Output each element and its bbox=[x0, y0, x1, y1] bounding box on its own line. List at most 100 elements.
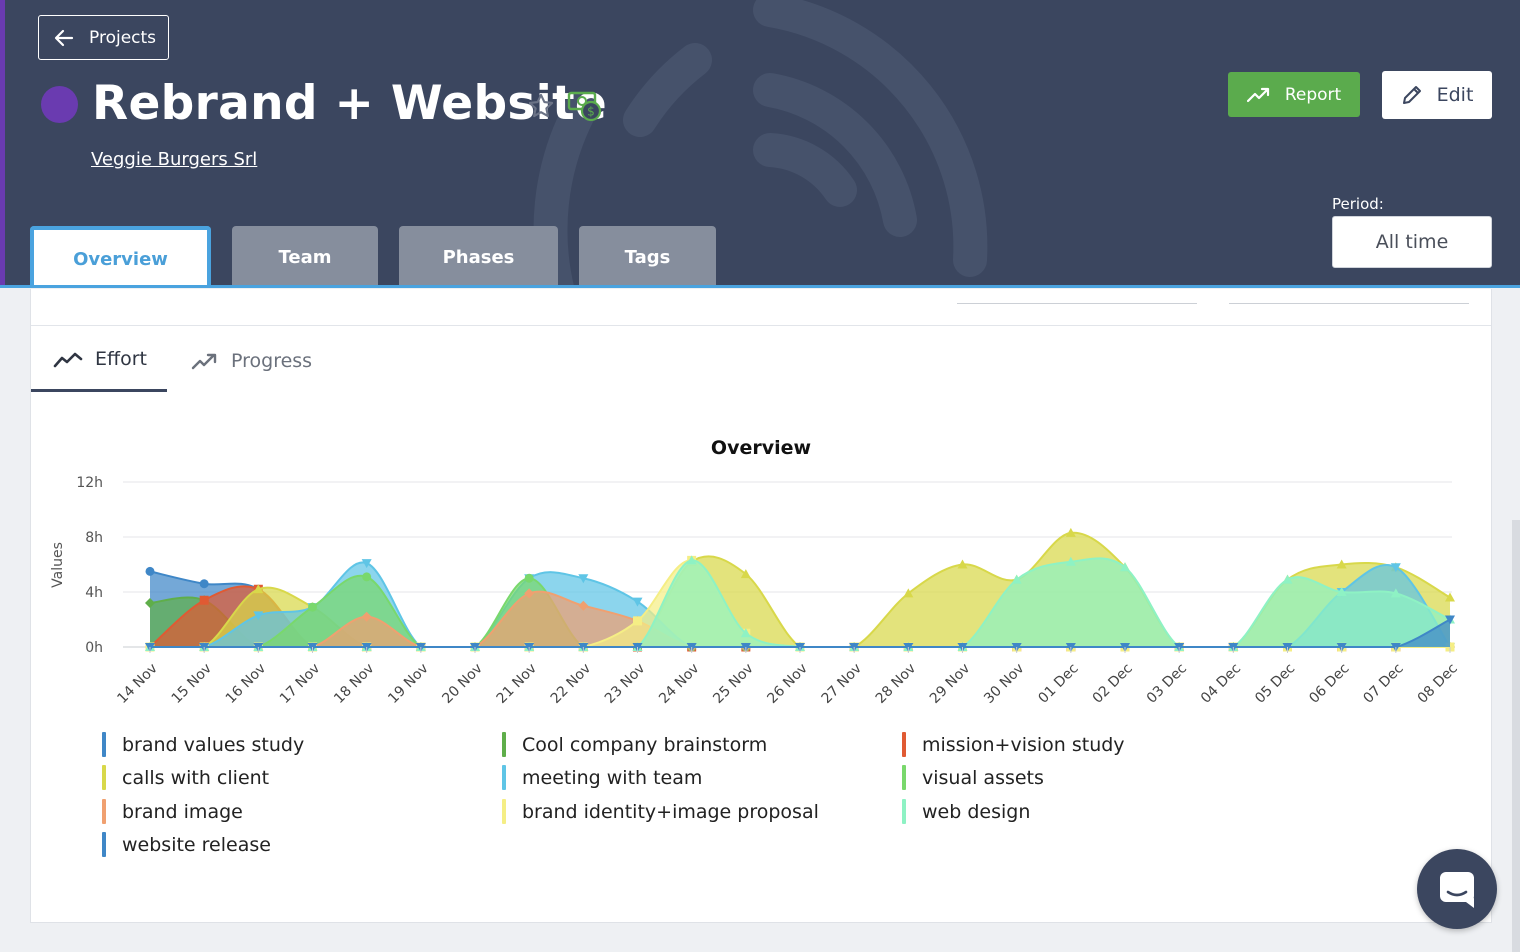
tab-overview[interactable]: Overview bbox=[30, 226, 211, 288]
data-point bbox=[361, 611, 372, 622]
tab-tags[interactable]: Tags bbox=[579, 226, 716, 288]
x-tick-label: 20 Nov bbox=[439, 661, 485, 707]
y-tick-label: 0h bbox=[85, 640, 103, 656]
data-point bbox=[308, 602, 317, 612]
legend-item[interactable]: visual assets bbox=[902, 765, 1044, 790]
x-tick-label: 15 Nov bbox=[169, 661, 215, 707]
legend-label: mission+vision study bbox=[922, 733, 1125, 756]
period-select[interactable]: All time bbox=[1332, 216, 1492, 268]
data-point bbox=[686, 555, 697, 565]
effort-chart: Overview Values 0h 4h 8h 12h 14 Nov 15 Nov 16 No… bbox=[50, 437, 1461, 707]
legend-item[interactable]: Cool company brainstorm bbox=[502, 732, 767, 757]
data-point bbox=[740, 628, 751, 638]
page-scrollbar[interactable] bbox=[1512, 520, 1520, 952]
x-tick-label: 17 Nov bbox=[277, 661, 323, 707]
data-point bbox=[253, 584, 264, 594]
legend-item[interactable]: brand identity+image proposal bbox=[502, 799, 819, 824]
x-tick-label: 25 Nov bbox=[710, 661, 756, 707]
legend-label: Cool company brainstorm bbox=[522, 733, 768, 756]
tab-phases[interactable]: Phases bbox=[399, 226, 558, 288]
arrow-left-icon bbox=[54, 29, 74, 46]
x-tick-label: 23 Nov bbox=[602, 661, 648, 707]
x-tick-label: 14 Nov bbox=[114, 661, 160, 707]
tab-team[interactable]: Team bbox=[232, 226, 378, 288]
legend-label: brand values study bbox=[122, 733, 305, 756]
x-tick-label: 21 Nov bbox=[494, 661, 540, 707]
x-tick-label: 27 Nov bbox=[819, 661, 865, 707]
legend-swatch bbox=[102, 732, 106, 757]
legend-item[interactable]: meeting with team bbox=[502, 765, 702, 790]
subtab-effort[interactable]: Effort bbox=[31, 329, 167, 392]
chat-support-button[interactable] bbox=[1417, 849, 1497, 929]
legend-label: meeting with team bbox=[522, 766, 703, 789]
report-button-label: Report bbox=[1284, 84, 1342, 105]
data-point bbox=[632, 597, 643, 607]
legend-label: web design bbox=[922, 800, 1031, 823]
y-tick-label: 12h bbox=[76, 475, 103, 491]
legend-item[interactable]: calls with client bbox=[102, 765, 269, 790]
legend-item[interactable]: website release bbox=[102, 832, 271, 857]
x-tick-label: 04 Dec bbox=[1198, 661, 1244, 707]
legend-label: visual assets bbox=[922, 766, 1044, 789]
x-tick-label: 16 Nov bbox=[223, 661, 269, 707]
header-decoration-icon bbox=[533, 0, 988, 288]
legend-swatch bbox=[502, 799, 506, 824]
x-tick-label: 30 Nov bbox=[981, 661, 1027, 707]
data-point bbox=[903, 588, 914, 598]
data-point bbox=[740, 569, 751, 579]
data-point bbox=[253, 611, 264, 621]
legend-label: calls with client bbox=[122, 766, 270, 789]
data-point bbox=[1336, 587, 1347, 596]
legend-swatch bbox=[902, 765, 906, 790]
data-point bbox=[361, 559, 372, 569]
overview-card: Effort Progress Overview Values 0h 4h 8h 12h 1… bbox=[30, 289, 1492, 923]
x-tick-label: 08 Dec bbox=[1415, 661, 1461, 707]
data-point bbox=[1120, 562, 1130, 572]
data-point bbox=[578, 574, 589, 584]
report-button[interactable]: Report bbox=[1228, 72, 1360, 117]
legend-item[interactable]: mission+vision study bbox=[902, 732, 1125, 757]
x-tick-label: 05 Dec bbox=[1252, 661, 1298, 707]
back-to-projects-button[interactable]: Projects bbox=[38, 15, 169, 60]
series-area-9 bbox=[150, 558, 1450, 647]
project-header: Projects Rebrand + Website $ Veggie Burg… bbox=[0, 0, 1520, 288]
star-icon[interactable] bbox=[527, 92, 555, 120]
data-point bbox=[199, 579, 209, 589]
x-tick-label: 26 Nov bbox=[764, 661, 810, 707]
legend-item[interactable]: web design bbox=[902, 799, 1030, 824]
client-link[interactable]: Veggie Burgers Srl bbox=[91, 149, 258, 170]
data-point bbox=[145, 566, 155, 576]
scrolled-field-line bbox=[1229, 303, 1469, 304]
legend-swatch bbox=[102, 832, 106, 857]
legend-swatch bbox=[902, 732, 906, 757]
pencil-icon bbox=[1402, 86, 1421, 104]
card-divider bbox=[31, 325, 1491, 326]
header-accent-bar bbox=[0, 0, 5, 288]
subtab-progress[interactable]: Progress bbox=[191, 329, 312, 392]
y-tick-label: 8h bbox=[85, 530, 103, 546]
data-point bbox=[199, 595, 209, 605]
x-tick-label: 01 Dec bbox=[1035, 661, 1081, 707]
x-tick-label: 03 Dec bbox=[1144, 661, 1190, 707]
data-point bbox=[1065, 527, 1076, 537]
data-point bbox=[1065, 556, 1076, 566]
data-point bbox=[957, 559, 968, 569]
data-point bbox=[524, 573, 534, 583]
legend-item[interactable]: brand image bbox=[102, 799, 243, 824]
legend-item[interactable]: brand values study bbox=[102, 732, 304, 757]
data-point bbox=[1445, 615, 1455, 625]
back-button-label: Projects bbox=[89, 27, 157, 48]
legend-swatch bbox=[902, 799, 906, 824]
billable-money-icon[interactable]: $ bbox=[567, 87, 603, 123]
trend-arrow-icon bbox=[191, 353, 217, 369]
data-point bbox=[633, 616, 642, 626]
data-point bbox=[524, 588, 535, 599]
x-tick-label: 19 Nov bbox=[385, 661, 431, 707]
x-tick-label: 24 Nov bbox=[656, 661, 702, 707]
subtab-effort-label: Effort bbox=[95, 348, 147, 370]
edit-button[interactable]: Edit bbox=[1382, 71, 1492, 119]
x-tick-label: 18 Nov bbox=[331, 661, 377, 707]
project-title: Rebrand + Website bbox=[92, 76, 608, 131]
data-point bbox=[578, 600, 589, 611]
data-point bbox=[1445, 592, 1455, 602]
